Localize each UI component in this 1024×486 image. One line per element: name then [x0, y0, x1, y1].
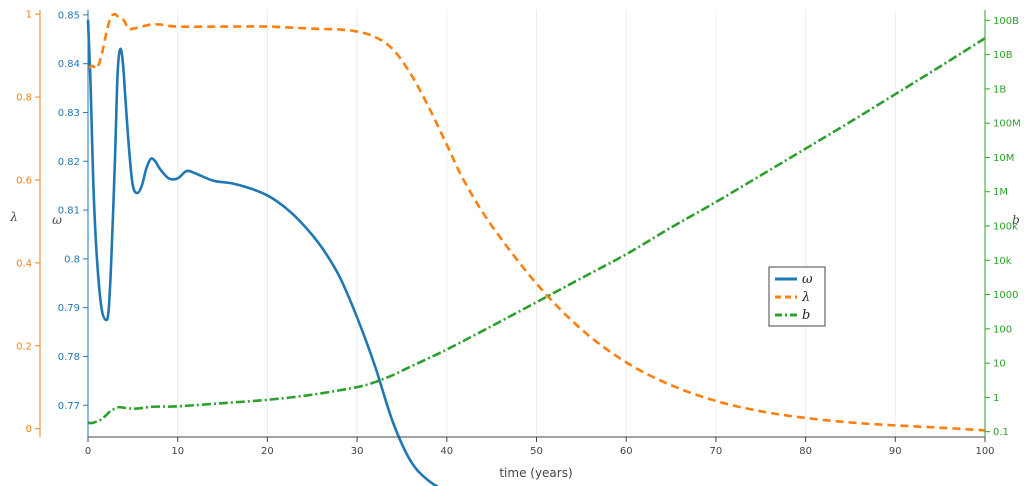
- b-tick-label: 100M: [993, 119, 1021, 130]
- grid-lines: [177, 10, 986, 437]
- omega-tick-label: 0.77: [58, 401, 80, 412]
- plot-area: [86, 12, 986, 486]
- omega-tick-label: 0.85: [58, 10, 80, 21]
- b-tick-label: 1B: [993, 84, 1006, 95]
- b-tick-label: 100: [993, 324, 1012, 335]
- omega-tick-label: 0.8: [64, 254, 80, 265]
- omega-tick-label: 0.78: [58, 352, 80, 363]
- b-tick-label: 10k: [993, 256, 1012, 267]
- legend-label-lambda: λ: [801, 290, 810, 305]
- b-tick-label: 10M: [993, 153, 1014, 164]
- lambda-tick-label: 0: [26, 424, 32, 435]
- omega-tick-label: 0.82: [58, 157, 80, 168]
- series-line-lambda: [87, 12, 986, 432]
- x-tick-label: 60: [620, 446, 633, 457]
- x-tick-label: 0: [85, 446, 91, 457]
- b-axis-title: b: [1012, 213, 1020, 227]
- x-tick-label: 10: [171, 446, 184, 457]
- legend-label-b: b: [802, 308, 810, 323]
- lambda-tick-label: 1: [26, 10, 32, 21]
- omega-axis-title: ω: [52, 213, 62, 227]
- b-tick-label: 0.1: [993, 427, 1009, 438]
- omega-tick-label: 0.84: [58, 59, 80, 70]
- lambda-tick-label: 0.2: [16, 341, 32, 352]
- b-tick-label: 100B: [993, 16, 1019, 27]
- lambda-tick-label: 0.4: [16, 258, 32, 269]
- x-tick-label: 70: [710, 446, 723, 457]
- legend-label-omega: ω: [802, 272, 813, 287]
- x-tick-label: 40: [440, 446, 453, 457]
- x-tick-label: 100: [975, 446, 994, 457]
- series-line-omega: [86, 19, 440, 486]
- x-tick-label: 80: [799, 446, 812, 457]
- b-tick-label: 1M: [993, 187, 1008, 198]
- b-tick-label: 10: [993, 359, 1006, 370]
- lambda-axis-title: λ: [9, 210, 18, 224]
- axes: 0 10 20 30 40 50 60 70 80 90 1000.770.780.790.80.8…: [16, 10, 1021, 457]
- x-tick-label: 30: [351, 446, 364, 457]
- omega-tick-label: 0.81: [58, 206, 80, 217]
- lambda-tick-label: 0.8: [16, 93, 32, 104]
- omega-tick-label: 0.79: [58, 303, 80, 314]
- x-tick-label: 20: [261, 446, 274, 457]
- lambda-tick-label: 0.6: [16, 175, 32, 186]
- series-line-b: [87, 37, 986, 425]
- b-tick-label: 10B: [993, 50, 1013, 61]
- x-tick-label: 50: [530, 446, 543, 457]
- x-axis-title: time (years): [499, 466, 572, 480]
- x-tick-label: 90: [889, 446, 902, 457]
- b-tick-label: 1: [993, 393, 999, 404]
- b-tick-label: 1000: [993, 290, 1018, 301]
- legend: ω λ b: [768, 266, 826, 327]
- b-tick-label: 100k: [993, 222, 1018, 233]
- omega-tick-label: 0.83: [58, 108, 80, 119]
